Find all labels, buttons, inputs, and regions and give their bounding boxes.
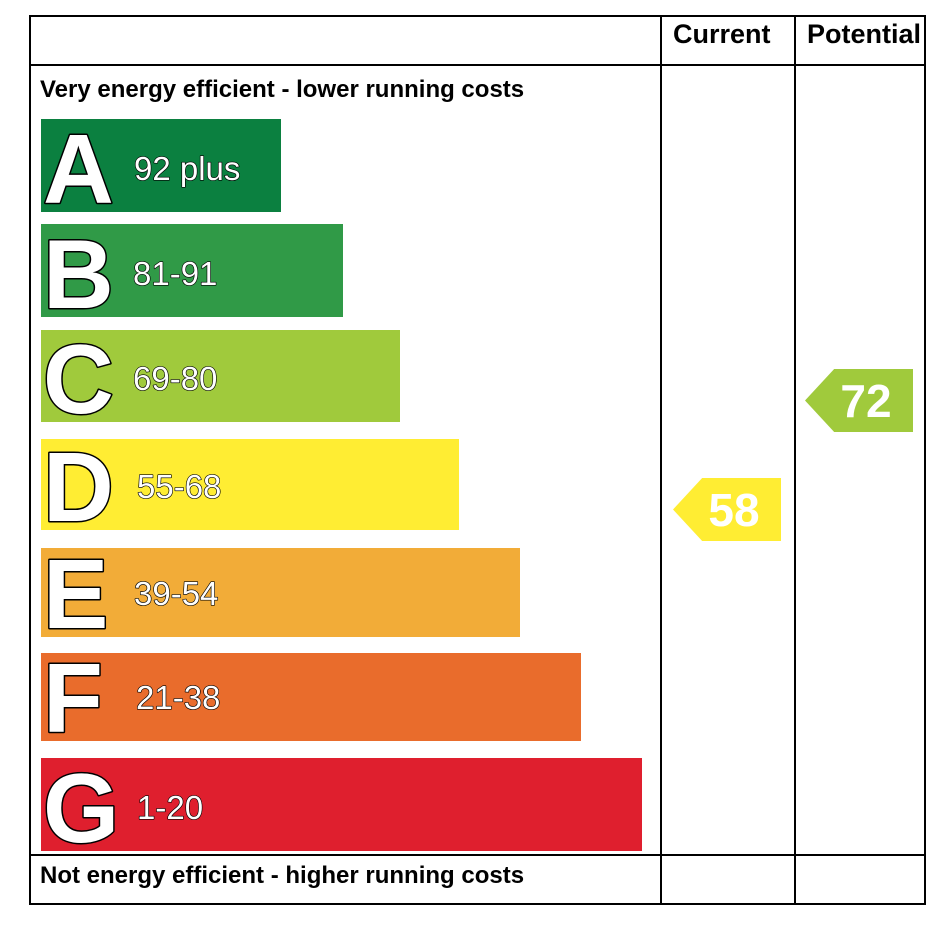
svg-text:1-20: 1-20 [137,789,203,826]
svg-text:B: B [43,224,114,317]
svg-text:F: F [43,653,103,741]
svg-text:69-80: 69-80 [133,360,217,397]
svg-text:55-68: 55-68 [137,468,221,505]
svg-text:C: C [43,330,114,422]
svg-text:92 plus: 92 plus [134,150,240,187]
svg-text:A: A [43,119,114,212]
svg-text:39-54: 39-54 [134,575,218,612]
svg-text:E: E [43,548,108,637]
svg-text:21-38: 21-38 [136,679,220,716]
svg-text:G: G [43,758,119,851]
svg-text:81-91: 81-91 [133,255,217,292]
svg-text:D: D [43,439,114,530]
